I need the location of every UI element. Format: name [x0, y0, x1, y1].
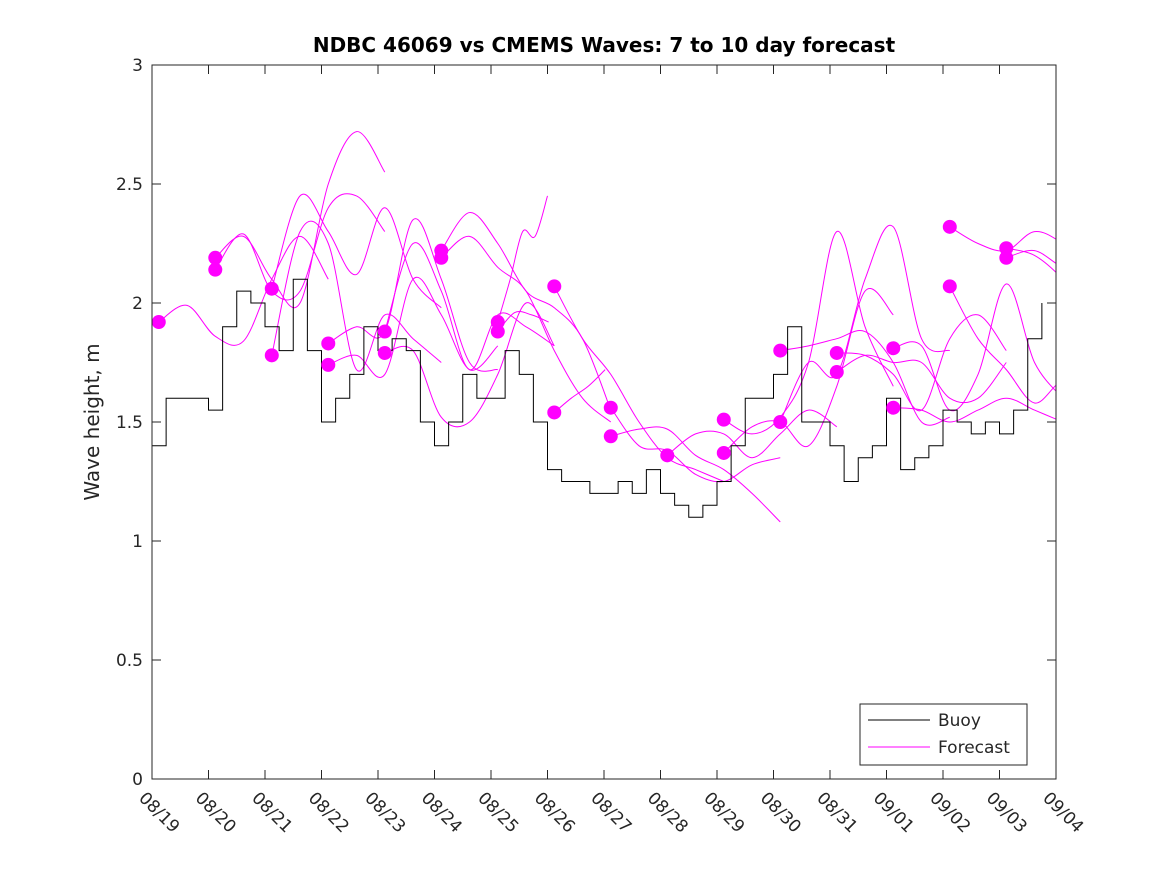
forecast-start-marker-1 — [208, 250, 223, 265]
x-tick-label: 08/29 — [699, 788, 748, 837]
forecast-line-14 — [553, 369, 606, 413]
x-tick-label: 09/04 — [1038, 788, 1087, 837]
x-tick-label: 08/21 — [247, 788, 296, 837]
chart-title: NDBC 46069 vs CMEMS Waves: 7 to 10 day f… — [313, 33, 896, 57]
forecast-line-1 — [214, 131, 386, 309]
forecast-line-5 — [328, 218, 498, 372]
forecast-line-0 — [158, 235, 329, 346]
buoy-series-group — [152, 278, 1043, 518]
x-tick-label: 08/19 — [134, 788, 183, 837]
x-tick-label: 08/27 — [586, 788, 635, 837]
legend-box — [859, 703, 1028, 766]
forecast-start-marker-0 — [151, 315, 166, 330]
x-tick-label: 08/23 — [360, 788, 409, 837]
y-tick-label: 1.5 — [116, 413, 143, 433]
forecast-line-29 — [1006, 249, 1056, 265]
forecast-line-15 — [610, 407, 781, 483]
forecast-start-marker-22 — [829, 345, 844, 360]
y-tick-label: 0.5 — [116, 651, 143, 671]
forecast-start-marker-3 — [264, 281, 279, 296]
forecast-line-16 — [610, 426, 781, 523]
legend-forecast-label: Forecast — [938, 738, 1010, 758]
forecast-line-26 — [949, 226, 1056, 252]
forecast-start-marker-26 — [942, 219, 957, 234]
y-tick-label: 1 — [132, 532, 143, 552]
forecast-start-marker-15 — [603, 400, 618, 415]
forecast-start-marker-16 — [603, 429, 618, 444]
forecast-line-10 — [440, 235, 612, 423]
x-tick-label: 08/25 — [473, 788, 522, 837]
forecast-start-marker-19 — [716, 445, 731, 460]
forecast-start-marker-20 — [773, 343, 788, 358]
y-tick-label: 2.5 — [116, 175, 143, 195]
forecast-line-18 — [723, 231, 894, 435]
x-tick-label: 08/31 — [812, 788, 861, 837]
forecast-start-markers — [151, 219, 1014, 463]
forecast-line-11 — [497, 195, 548, 323]
forecast-series-group — [158, 131, 1056, 523]
y-tick-label: 2 — [132, 294, 143, 314]
forecast-start-marker-7 — [377, 324, 392, 339]
forecast-start-marker-18 — [716, 412, 731, 427]
forecast-start-marker-6 — [321, 357, 336, 372]
forecast-start-marker-8 — [377, 345, 392, 360]
forecast-line-13 — [553, 286, 724, 482]
forecast-line-28 — [1006, 247, 1056, 274]
forecast-line-19 — [723, 288, 894, 454]
forecast-line-24 — [893, 283, 1056, 412]
legend-buoy-label: Buoy — [938, 711, 981, 731]
forecast-start-marker-13 — [547, 279, 562, 294]
x-tick-label: 08/22 — [304, 788, 353, 837]
forecast-start-marker-17 — [660, 448, 675, 463]
forecast-start-marker-4 — [264, 348, 279, 363]
forecast-start-marker-2 — [208, 262, 223, 277]
forecast-line-17 — [666, 409, 838, 459]
plot-area — [152, 65, 1056, 779]
buoy-line — [152, 278, 1043, 518]
forecast-start-marker-24 — [886, 341, 901, 356]
x-tick-label: 09/01 — [869, 788, 918, 837]
x-tick-label: 09/02 — [925, 788, 974, 837]
x-tick-label: 08/30 — [756, 788, 805, 837]
forecast-start-marker-29 — [999, 250, 1014, 265]
x-tick-label: 08/26 — [530, 788, 579, 837]
x-tick-label: 09/03 — [982, 788, 1031, 837]
forecast-start-marker-23 — [829, 365, 844, 380]
forecast-start-marker-27 — [942, 279, 957, 294]
y-axis-label: Wave height, m — [80, 343, 104, 500]
x-tick-label: 08/20 — [191, 788, 240, 837]
y-tick-label: 3 — [132, 56, 143, 76]
forecast-line-20 — [780, 330, 950, 426]
y-tick-label: 0 — [132, 770, 143, 790]
forecast-start-marker-21 — [773, 415, 788, 429]
forecast-line-12 — [497, 310, 549, 332]
forecast-line-4 — [271, 220, 442, 372]
x-tick-label: 08/24 — [417, 788, 466, 837]
forecast-start-marker-5 — [321, 336, 336, 351]
forecast-line-25 — [893, 397, 1056, 423]
legend: Buoy Forecast — [859, 703, 1028, 766]
forecast-start-marker-14 — [547, 405, 562, 420]
forecast-line-7 — [384, 242, 555, 371]
x-tick-label: 08/28 — [643, 788, 692, 837]
forecast-line-2 — [214, 193, 386, 301]
forecast-start-marker-10 — [434, 250, 449, 265]
forecast-start-marker-12 — [490, 324, 505, 339]
forecast-line-21 — [779, 224, 950, 423]
forecast-start-marker-25 — [886, 400, 901, 415]
forecast-line-23 — [836, 354, 1007, 404]
forecast-line-27 — [949, 286, 1056, 404]
